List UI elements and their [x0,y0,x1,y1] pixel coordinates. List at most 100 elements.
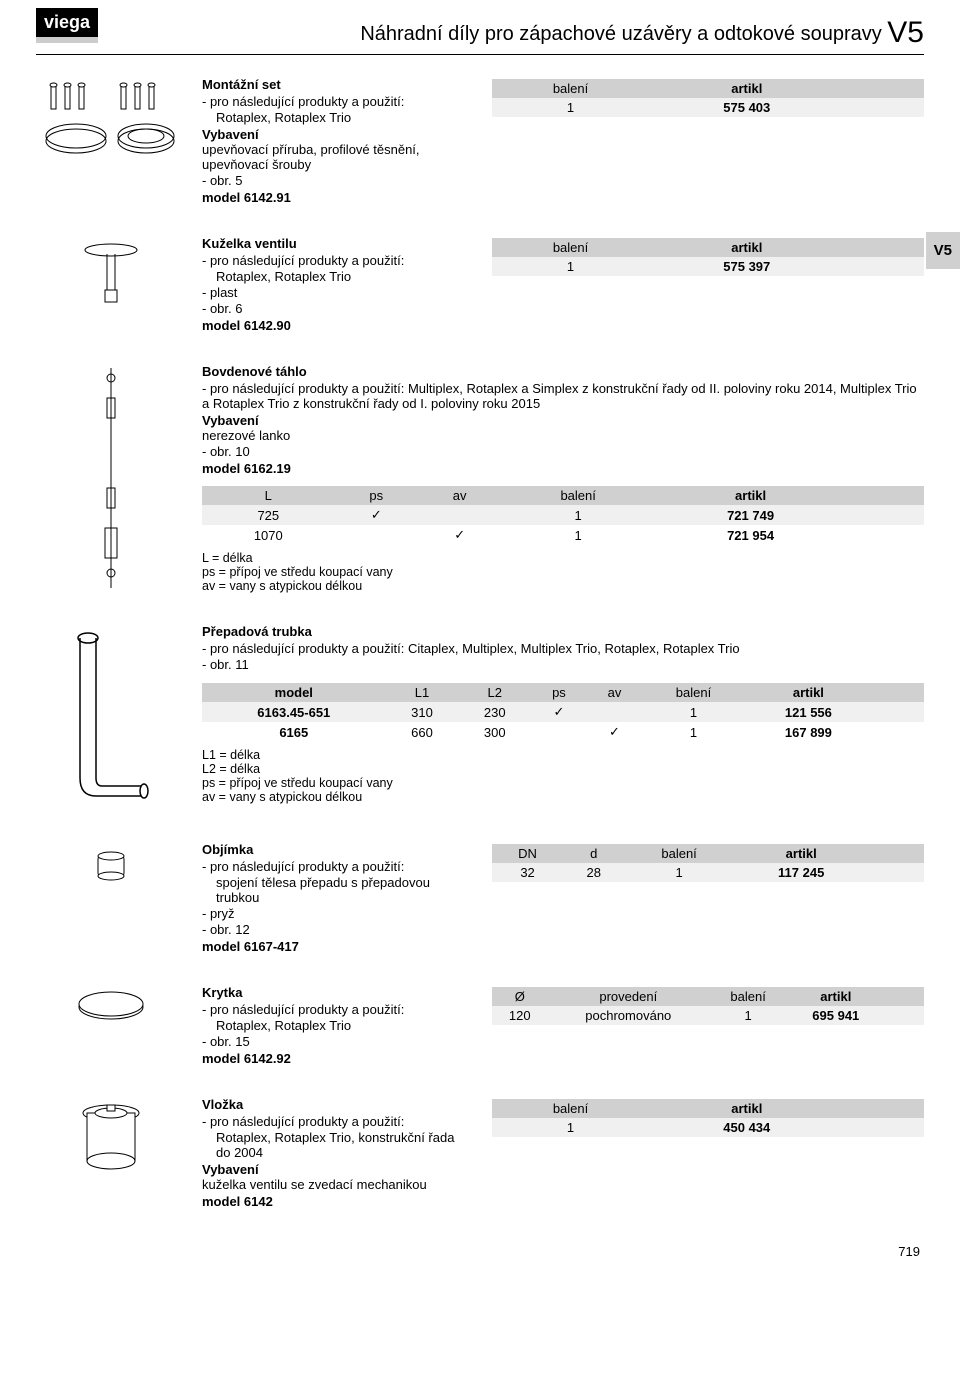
table-cell: 1 [642,722,744,742]
table-cell [531,722,587,742]
title-text: Náhradní díly pro zápachové uzávěry a od… [360,23,881,45]
usage-item: spojení tělesa přepadu s přepadovou trub… [202,875,472,905]
extra-line: plast [202,285,472,300]
legend-line: av = vany s atypickou délkou [202,579,924,593]
table-row: 120pochromováno1695 941 [492,1006,924,1025]
section-table-wrap: baleníartikl1575 397 [492,236,924,276]
legend-line: L2 = délka [202,762,924,776]
section-vlozka: Vložka pro následující produkty a použití… [36,1087,924,1224]
table-cell: 6165 [202,722,386,742]
section-title: Krytka [202,985,472,1000]
data-table: baleníartikl1575 403 [492,79,924,117]
table-cell: 575 397 [649,257,844,276]
table-header: artikl [649,1099,844,1118]
section-montazni: Montážní setpro následující produkty a p… [36,67,924,220]
section-content: Montážní setpro následující produkty a p… [202,77,924,205]
usage-label: pro následující produkty a použití: [202,1114,472,1129]
table-cell: 117 245 [734,863,869,882]
table-cell: 575 403 [649,98,844,117]
table-header-empty [884,238,924,257]
legend-line: L = délka [202,551,924,565]
table-header-empty [844,238,884,257]
table-cell-empty [896,863,924,882]
equipment-item: upevňovací příruba, profilové těsnění, u… [202,142,472,172]
equipment-label: Vybavení [202,127,472,142]
extra-line: obr. 10 [202,444,924,459]
table-header-empty [885,486,924,505]
table-cell: 121 556 [745,702,872,722]
table-header: ps [335,486,418,505]
table-cell: 120 [492,1006,548,1025]
table-cell: 167 899 [745,722,872,742]
table-header: balení [492,1099,649,1118]
table-cell: 450 434 [649,1118,844,1137]
section-title: Vložka [202,1097,472,1112]
table-cell-empty [898,722,924,742]
section-table-wrap: DNdbaleníartikl32281117 245 [492,842,924,882]
table-row: 1575 403 [492,98,924,117]
usage-item: Rotaplex, Rotaplex Trio [202,269,472,284]
table-cell [587,702,643,722]
table-header-empty [904,987,924,1006]
table-header-empty [869,844,897,863]
legend-line: ps = přípoj ve středu koupací vany [202,776,924,790]
section-content: Krytkapro následující produkty a použití… [202,985,924,1066]
section-title: Kuželka ventilu [202,236,472,251]
table-cell: 695 941 [787,1006,884,1025]
table-cell: 28 [563,863,624,882]
table-cell: pochromováno [548,1006,710,1025]
data-table: DNdbaleníartikl32281117 245 [492,844,924,882]
data-table: baleníartikl1450 434 [492,1099,924,1137]
section-table-wrap: baleníartikl1575 403 [492,77,924,117]
table-cell: 1 [624,863,734,882]
table-cell: ✓ [418,525,501,545]
table-header-empty [844,1099,884,1118]
table-cell: 230 [458,702,531,722]
table-cell-empty [884,98,924,117]
table-cell-empty [904,1006,924,1025]
table-cell: 1 [501,505,655,525]
section-table-wrap: baleníartikl1450 434 [492,1097,924,1137]
table-cell: 721 954 [655,525,846,545]
usage-item: Rotaplex, Rotaplex Trio, konstrukční řad… [202,1130,472,1160]
table-cell [335,525,418,545]
table-header: L [202,486,335,505]
table-header-empty [884,79,924,98]
table-cell-empty [872,722,898,742]
section-content: Bovdenové táhlopro následující produkty … [202,364,924,593]
table-header: artikl [655,486,846,505]
extra-line: obr. 5 [202,173,472,188]
section-desc: Kuželka ventilu pro následující produkty … [202,236,472,333]
section-kuzelka: Kuželka ventilu pro následující produkty … [36,226,924,348]
section-krytka: Krytkapro následující produkty a použití… [36,975,924,1081]
usage-line: pro následující produkty a použití: Mult… [202,381,924,411]
data-table: Lpsavbaleníartikl725✓1721 7491070✓1721 9… [202,486,924,545]
table-cell: 1070 [202,525,335,545]
table-cell: 1 [492,1118,649,1137]
table-header: balení [624,844,734,863]
table-header: balení [642,683,744,702]
table-cell: 1 [709,1006,787,1025]
table-cell: 660 [386,722,459,742]
section-bovden: Bovdenové táhlopro následující produkty … [36,354,924,608]
table-cell-empty [884,1118,924,1137]
table-row: 1450 434 [492,1118,924,1137]
usage-label: pro následující produkty a použití: [202,859,472,874]
usage-label: pro následující produkty a použití: [202,253,472,268]
table-cell-empty [885,505,924,525]
usage-item: Rotaplex, Rotaplex Trio [202,1018,472,1033]
legend: L = délkaps = přípoj ve středu koupací v… [202,551,924,593]
equipment-item: nerezové lanko [202,428,924,443]
table-header: artikl [649,79,844,98]
extra-line: pryž [202,906,472,921]
section-desc: Vložka pro následující produkty a použití… [202,1097,472,1209]
table-header: L2 [458,683,531,702]
table-header: ps [531,683,587,702]
section-prepad: Přepadová trubkapro následující produkty… [36,614,924,826]
table-row: 32281117 245 [492,863,924,882]
table-header: d [563,844,624,863]
table-header: artikl [787,987,884,1006]
model-line: model 6142.91 [202,190,472,205]
table-cell: 1 [492,98,649,117]
model-line: model 6142 [202,1194,472,1209]
